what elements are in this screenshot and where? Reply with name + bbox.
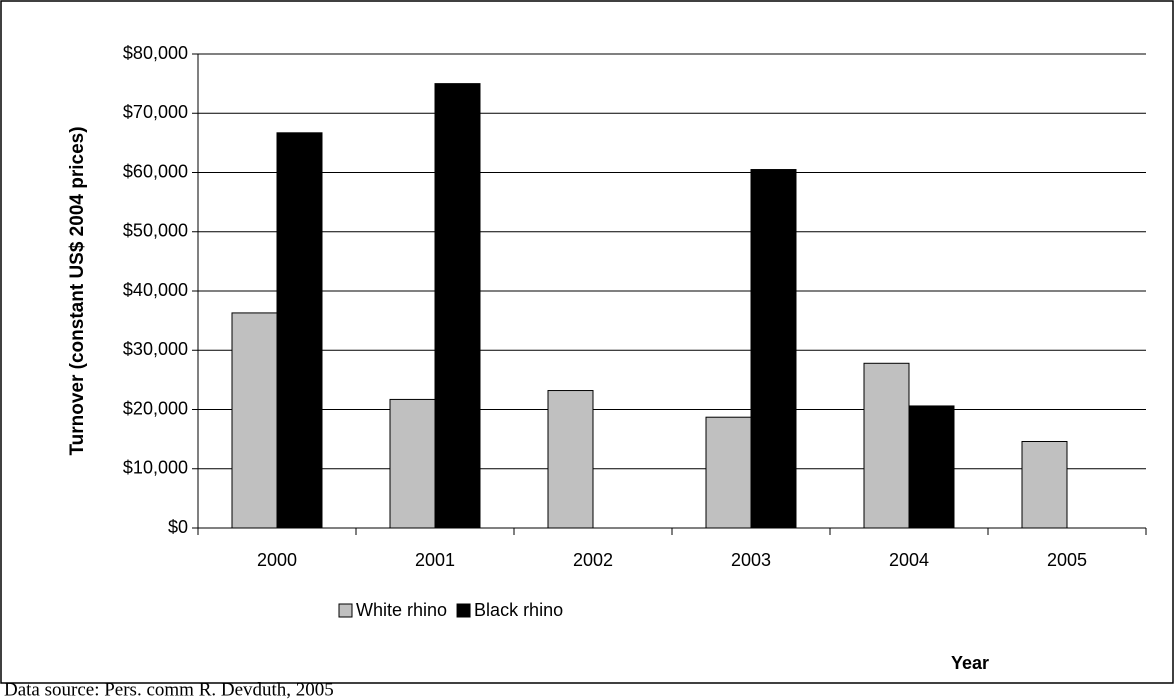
- bar: [908, 405, 955, 529]
- bar: [863, 362, 910, 529]
- legend-swatch: [456, 603, 471, 618]
- bar: [231, 312, 278, 529]
- x-tick-label: 2001: [415, 550, 455, 570]
- bar: [1021, 440, 1068, 529]
- x-tick-label: 2002: [573, 550, 613, 570]
- legend-swatch: [338, 603, 353, 618]
- bar: [434, 83, 481, 529]
- y-tick-label: $30,000: [123, 339, 188, 359]
- y-axis-label: Turnover (constant US$ 2004 prices): [67, 126, 88, 455]
- x-tick-label: 2005: [1047, 550, 1087, 570]
- source: Data source: Pers. comm R. Devduth, 2005: [4, 679, 334, 700]
- x-axis-label: Year: [951, 653, 989, 673]
- x-tick-label: 2003: [731, 550, 771, 570]
- y-tick-label: $20,000: [123, 398, 188, 418]
- legend-label: Black rhino: [474, 600, 563, 620]
- bar: [705, 416, 752, 529]
- bar: [389, 398, 436, 529]
- bar: [750, 169, 797, 529]
- y-tick-label: $0: [168, 517, 188, 537]
- y-tick-label: $50,000: [123, 221, 188, 241]
- legend-label: White rhino: [356, 600, 447, 620]
- x-tick-label: 2004: [889, 550, 929, 570]
- bar: [276, 132, 323, 529]
- x-tick-label: 2000: [257, 550, 297, 570]
- y-tick-label: $70,000: [123, 102, 188, 122]
- y-tick-label: $80,000: [123, 43, 188, 63]
- bar: [547, 390, 594, 529]
- frame: [0, 0, 1174, 684]
- y-tick-label: $40,000: [123, 280, 188, 300]
- y-tick-label: $10,000: [123, 458, 188, 478]
- y-tick-label: $60,000: [123, 161, 188, 181]
